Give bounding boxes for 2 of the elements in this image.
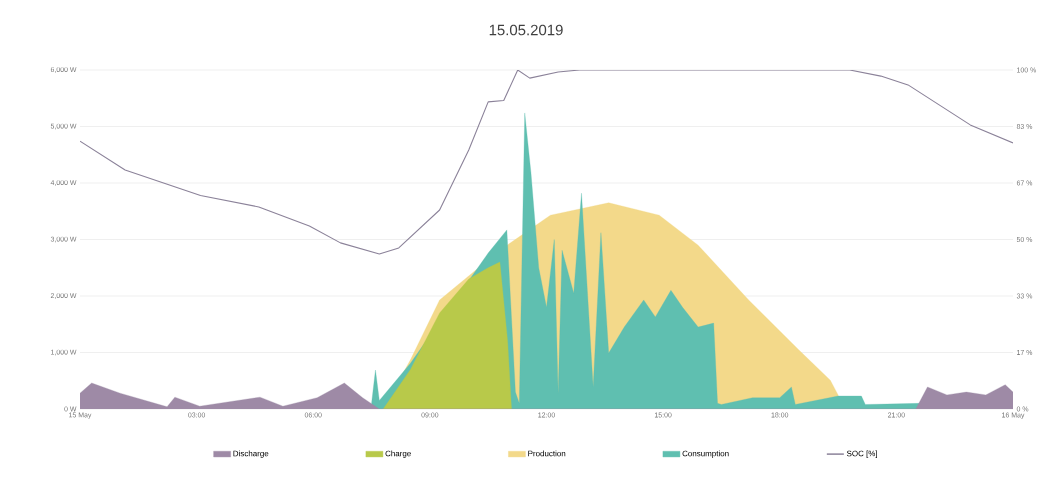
line-series bbox=[80, 70, 1014, 255]
chart-title: 15.05.2019 bbox=[489, 24, 563, 36]
